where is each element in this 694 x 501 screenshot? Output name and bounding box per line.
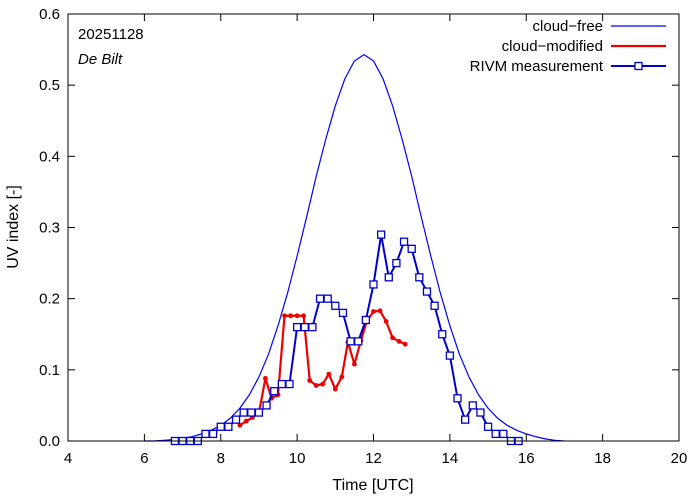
x-tick-label: 18 xyxy=(594,450,611,467)
measurement-point xyxy=(277,379,287,389)
measurement-point xyxy=(285,379,294,389)
measurement-point xyxy=(331,301,340,310)
cloud-modified-point xyxy=(313,383,319,388)
measurement-point xyxy=(422,287,432,296)
measurement-point xyxy=(468,401,477,410)
legend-label-2: RIVM measurement xyxy=(470,58,604,75)
measurement-point xyxy=(399,237,409,246)
x-tick-label: 16 xyxy=(518,450,535,467)
cloud-modified-point xyxy=(390,335,395,341)
legend-label-1: cloud−modified xyxy=(502,38,603,55)
measurement-point xyxy=(270,387,279,396)
cloud-modified-point xyxy=(332,386,338,392)
measurement-point xyxy=(430,301,439,310)
cloud-modified-point xyxy=(339,374,345,380)
y-tick-label: 0.6 xyxy=(39,6,60,23)
x-tick-label: 10 xyxy=(289,450,306,467)
measurement-point xyxy=(438,330,447,339)
cloud-modified-point xyxy=(237,422,243,428)
x-tick-label: 14 xyxy=(442,450,459,467)
measurement-point xyxy=(483,422,493,431)
measurement-point xyxy=(476,408,485,417)
measurement-point xyxy=(354,337,363,346)
measurement-point xyxy=(201,429,210,439)
measurement-point xyxy=(292,322,302,332)
cloud-modified-point xyxy=(307,378,313,383)
measurement-point xyxy=(384,273,393,282)
cloud-modified-point xyxy=(352,361,357,367)
cloud-modified-point xyxy=(243,418,249,424)
measurement-point xyxy=(361,315,371,325)
measurement-point xyxy=(224,422,233,431)
measurement-point xyxy=(231,415,241,424)
measurement-point xyxy=(323,294,332,303)
cloud-modified-point xyxy=(294,313,300,319)
cloud-modified-point xyxy=(326,371,332,377)
cloud-modified-point xyxy=(288,313,294,319)
measurement-point xyxy=(460,415,470,424)
x-tick-label: 6 xyxy=(140,450,148,467)
y-tick-label: 0.4 xyxy=(39,148,60,165)
series-line-0 xyxy=(144,53,565,442)
station-annotation: De Bilt xyxy=(78,51,123,68)
measurement-point xyxy=(491,429,500,439)
measurement-point xyxy=(300,322,309,332)
cloud-modified-point xyxy=(396,338,402,344)
measurement-point xyxy=(445,351,455,360)
y-tick-label: 0.2 xyxy=(39,291,60,308)
legend-marker-square xyxy=(634,61,643,71)
y-axis-label: UV index [-] xyxy=(5,185,22,269)
measurement-point xyxy=(369,280,378,289)
measurement-point xyxy=(254,408,264,417)
measurement-point xyxy=(247,408,256,417)
measurement-point xyxy=(376,230,386,239)
cloud-modified-point xyxy=(371,309,376,314)
x-tick-label: 20 xyxy=(671,450,688,467)
measurement-point xyxy=(453,394,462,403)
measurement-point xyxy=(407,244,416,254)
y-tick-label: 0.3 xyxy=(39,220,60,237)
cloud-modified-point xyxy=(263,375,268,381)
legend-label-0: cloud−free xyxy=(533,18,603,35)
measurement-point xyxy=(262,401,271,410)
cloud-modified-point xyxy=(383,319,389,324)
plot-series xyxy=(144,53,565,446)
x-tick-label: 12 xyxy=(365,450,382,467)
cloud-modified-point xyxy=(402,341,408,347)
cloud-modified-point xyxy=(377,308,383,314)
y-tick-label: 0.0 xyxy=(39,433,60,450)
measurement-point xyxy=(346,337,355,346)
measurement-point xyxy=(415,273,424,282)
x-tick-label: 4 xyxy=(64,450,72,467)
x-axis-label: Time [UTC] xyxy=(332,477,413,494)
cloud-modified-point xyxy=(282,313,287,319)
measurement-point xyxy=(392,258,401,268)
measurement-point xyxy=(315,294,325,303)
measurement-point xyxy=(208,429,218,439)
measurement-point xyxy=(308,322,317,332)
legend: cloud−free cloud−modified RIVM measurement xyxy=(470,18,666,75)
x-tick-label: 8 xyxy=(217,450,225,467)
measurement-point xyxy=(216,422,225,431)
measurement-point xyxy=(499,429,508,439)
y-tick-label: 0.1 xyxy=(39,362,60,379)
measurement-point xyxy=(239,408,248,417)
y-tick-label: 0.5 xyxy=(39,77,60,94)
date-annotation: 20251128 xyxy=(78,26,144,43)
axes-ticks: 4 6 8 10 12 14 16 18 20 0.0 0.1 0.2 0.3 0.4 0.5 0.6 xyxy=(39,6,687,467)
cloud-modified-point xyxy=(301,313,307,319)
measurement-point xyxy=(338,308,348,318)
cloud-modified-point xyxy=(320,381,326,387)
